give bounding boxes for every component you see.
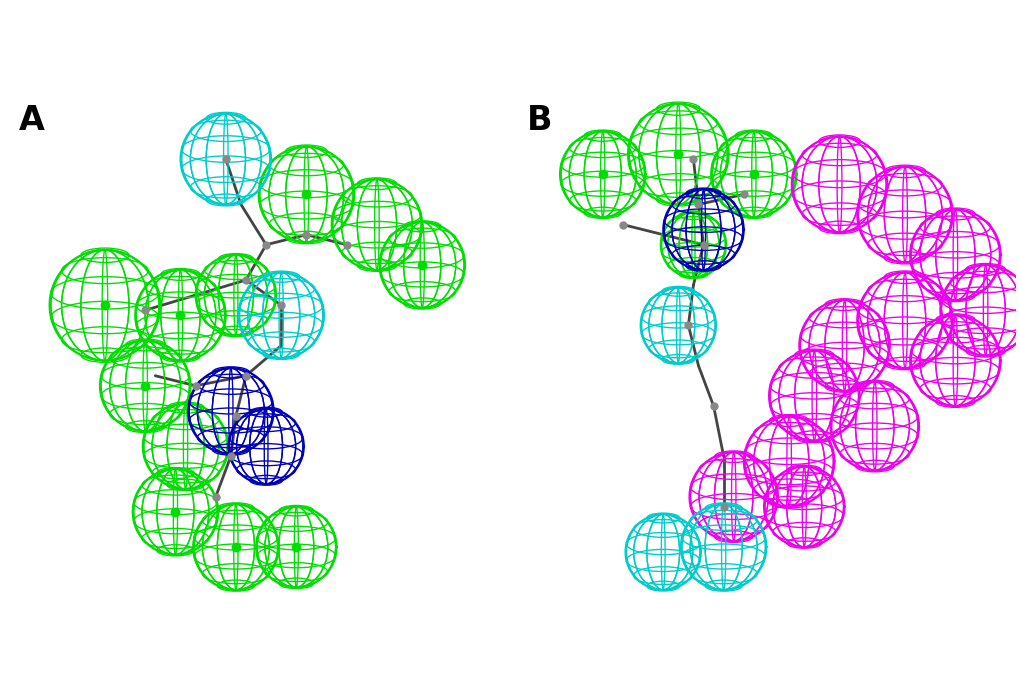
Text: B: B [527,104,552,137]
Text: A: A [19,104,45,137]
